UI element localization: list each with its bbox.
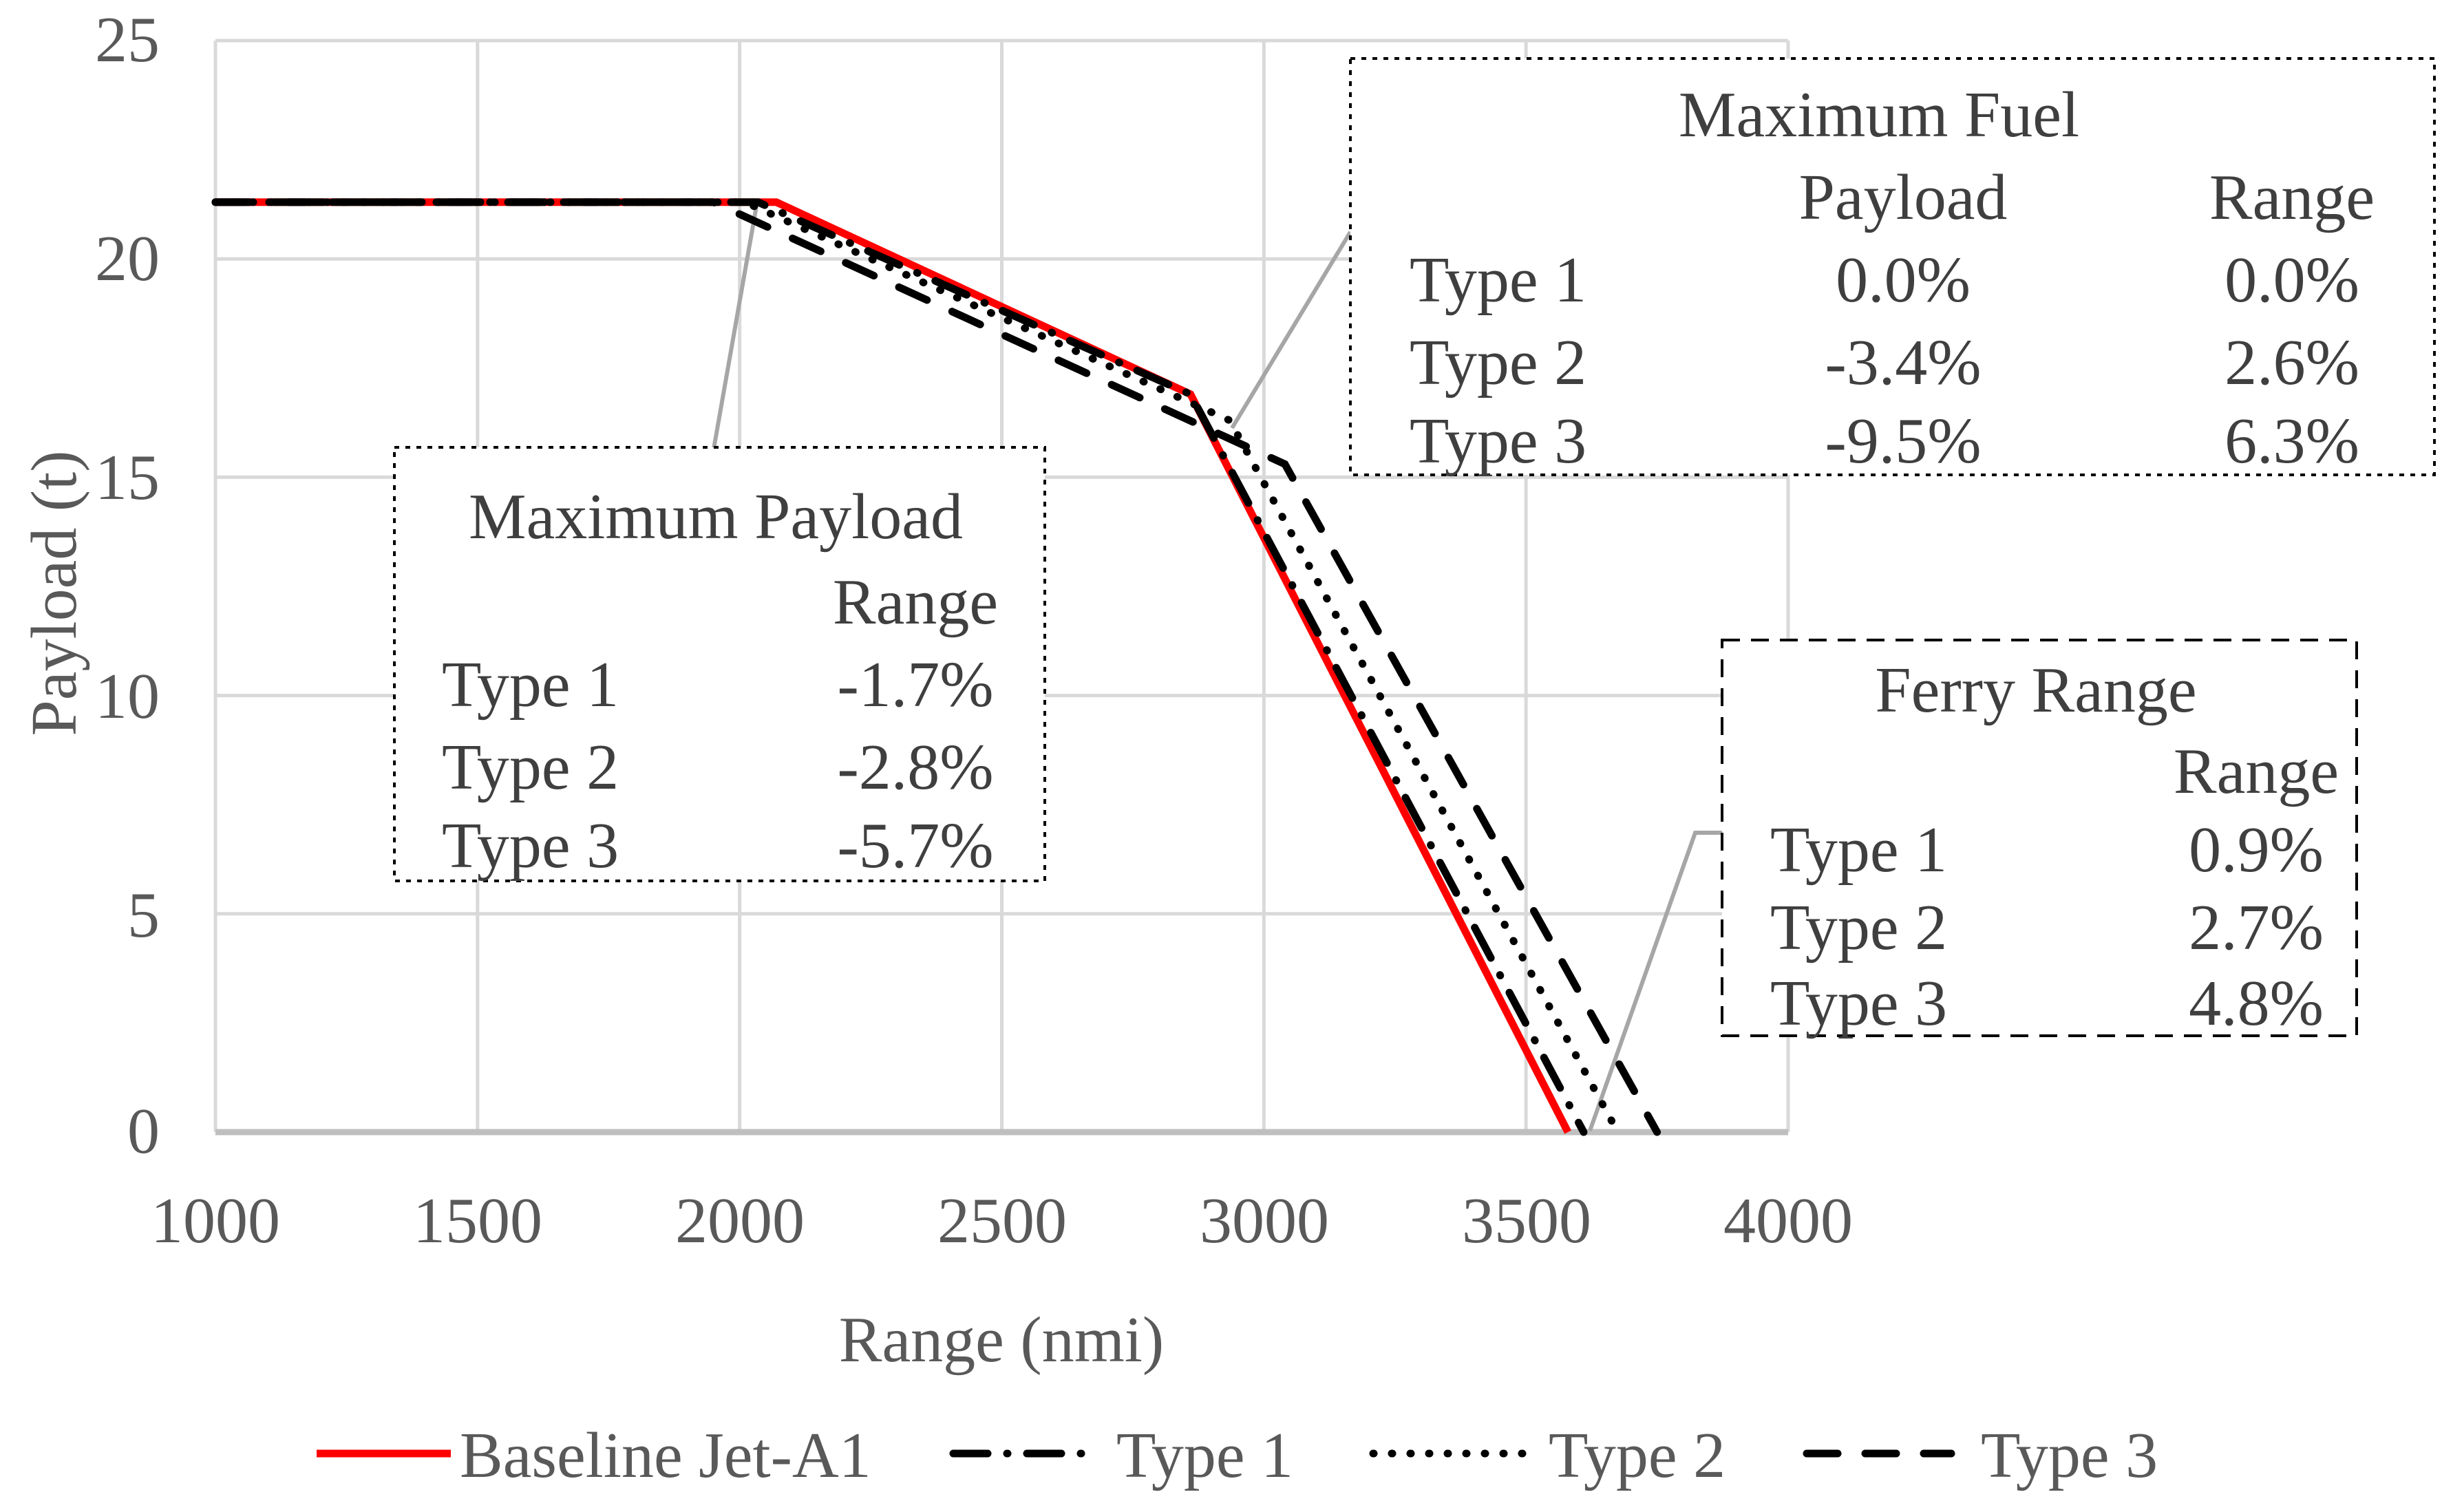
max-payload-box: [393, 446, 1046, 882]
ferry-range-row-label: Type 3: [1770, 968, 1947, 1039]
max-payload-row-range: -2.8%: [837, 732, 993, 803]
ferry-range-title: Ferry Range: [1875, 654, 2196, 726]
y-axis-title: Payload (t): [19, 450, 90, 736]
x-tick-2500: 2500: [937, 1185, 1067, 1257]
x-tick-2000: 2000: [675, 1185, 805, 1257]
ferry-range-row-label: Type 2: [1770, 892, 1947, 963]
x-axis-title: Range (nmi): [839, 1304, 1164, 1376]
max-payload-title: Maximum Payload: [469, 481, 963, 553]
max-fuel-row-payload: -9.5%: [1825, 405, 1981, 477]
legend-label-type-3: Type 3: [1981, 1420, 2158, 1491]
max-fuel-title: Maximum Fuel: [1679, 79, 2079, 151]
max-payload-row-label: Type 1: [442, 649, 619, 721]
legend-label-baseline: Baseline Jet-A1: [460, 1420, 871, 1491]
max-fuel-row-label: Type 1: [1410, 244, 1586, 316]
max-payload-row-range: -5.7%: [837, 810, 993, 882]
max-payload-row-range: -1.7%: [837, 649, 993, 721]
ferry-range-box: [1721, 639, 2358, 1037]
max-fuel-row-range: 0.0%: [2225, 244, 2359, 316]
annotation-max-payload: Maximum Payload Range Type 1 -1.7% Type …: [393, 446, 1046, 882]
x-tick-4000: 4000: [1723, 1185, 1853, 1257]
leader-max-payload: [712, 202, 759, 449]
y-tick-0: 0: [127, 1096, 160, 1167]
max-fuel-row-label: Type 2: [1410, 327, 1586, 398]
max-fuel-row-payload: -3.4%: [1825, 327, 1981, 398]
leader-ferry-range: [1588, 831, 1722, 1131]
max-payload-row-label: Type 2: [442, 732, 619, 803]
legend-label-type-1: Type 1: [1116, 1420, 1293, 1491]
y-tick-5: 5: [127, 880, 160, 951]
leader-max-fuel: [1230, 231, 1352, 429]
ferry-range-row-range: 4.8%: [2189, 968, 2324, 1039]
legend-label-type-2: Type 2: [1549, 1420, 1726, 1491]
ferry-range-col-range: Range: [2174, 736, 2339, 807]
annotation-max-fuel: Maximum Fuel Payload Range Type 1 0.0% 0…: [1349, 57, 2436, 477]
ferry-range-row-label: Type 1: [1770, 814, 1947, 886]
max-fuel-row-range: 2.6%: [2225, 327, 2359, 398]
max-fuel-row-range: 6.3%: [2225, 405, 2359, 477]
y-tick-labels: 25 20 15 10 5 0: [95, 4, 160, 1167]
data-series: [211, 198, 1661, 1136]
max-fuel-col-range: Range: [2209, 162, 2375, 233]
y-tick-25: 25: [95, 4, 160, 76]
y-tick-10: 10: [95, 661, 160, 732]
max-fuel-box: [1349, 57, 2436, 476]
ferry-range-row-range: 0.9%: [2189, 814, 2324, 886]
max-fuel-col-payload: Payload: [1799, 162, 2008, 233]
y-tick-20: 20: [95, 223, 160, 295]
annotation-ferry-range: Ferry Range Range Type 1 0.9% Type 2 2.7…: [1721, 639, 2358, 1039]
legend: Baseline Jet-A1 Type 1 Type 2 Type 3: [317, 1420, 2158, 1491]
y-tick-15: 15: [95, 442, 160, 513]
max-payload-row-label: Type 3: [442, 810, 619, 882]
max-payload-col-range: Range: [833, 566, 998, 638]
x-tick-3000: 3000: [1200, 1185, 1329, 1257]
max-fuel-row-label: Type 3: [1410, 405, 1586, 477]
series-type-1: [211, 198, 1588, 1136]
series-type-2: [211, 198, 1622, 1136]
x-tick-3500: 3500: [1462, 1185, 1591, 1257]
ferry-range-row-range: 2.7%: [2189, 892, 2324, 963]
leader-lines: [712, 202, 1722, 1131]
max-fuel-row-payload: 0.0%: [1836, 244, 1971, 316]
x-tick-1500: 1500: [413, 1185, 542, 1257]
x-tick-1000: 1000: [151, 1185, 280, 1257]
x-tick-labels: 1000 1500 2000 2500 3000 3500 4000: [151, 1185, 1853, 1257]
series-type-3: [211, 198, 1661, 1136]
